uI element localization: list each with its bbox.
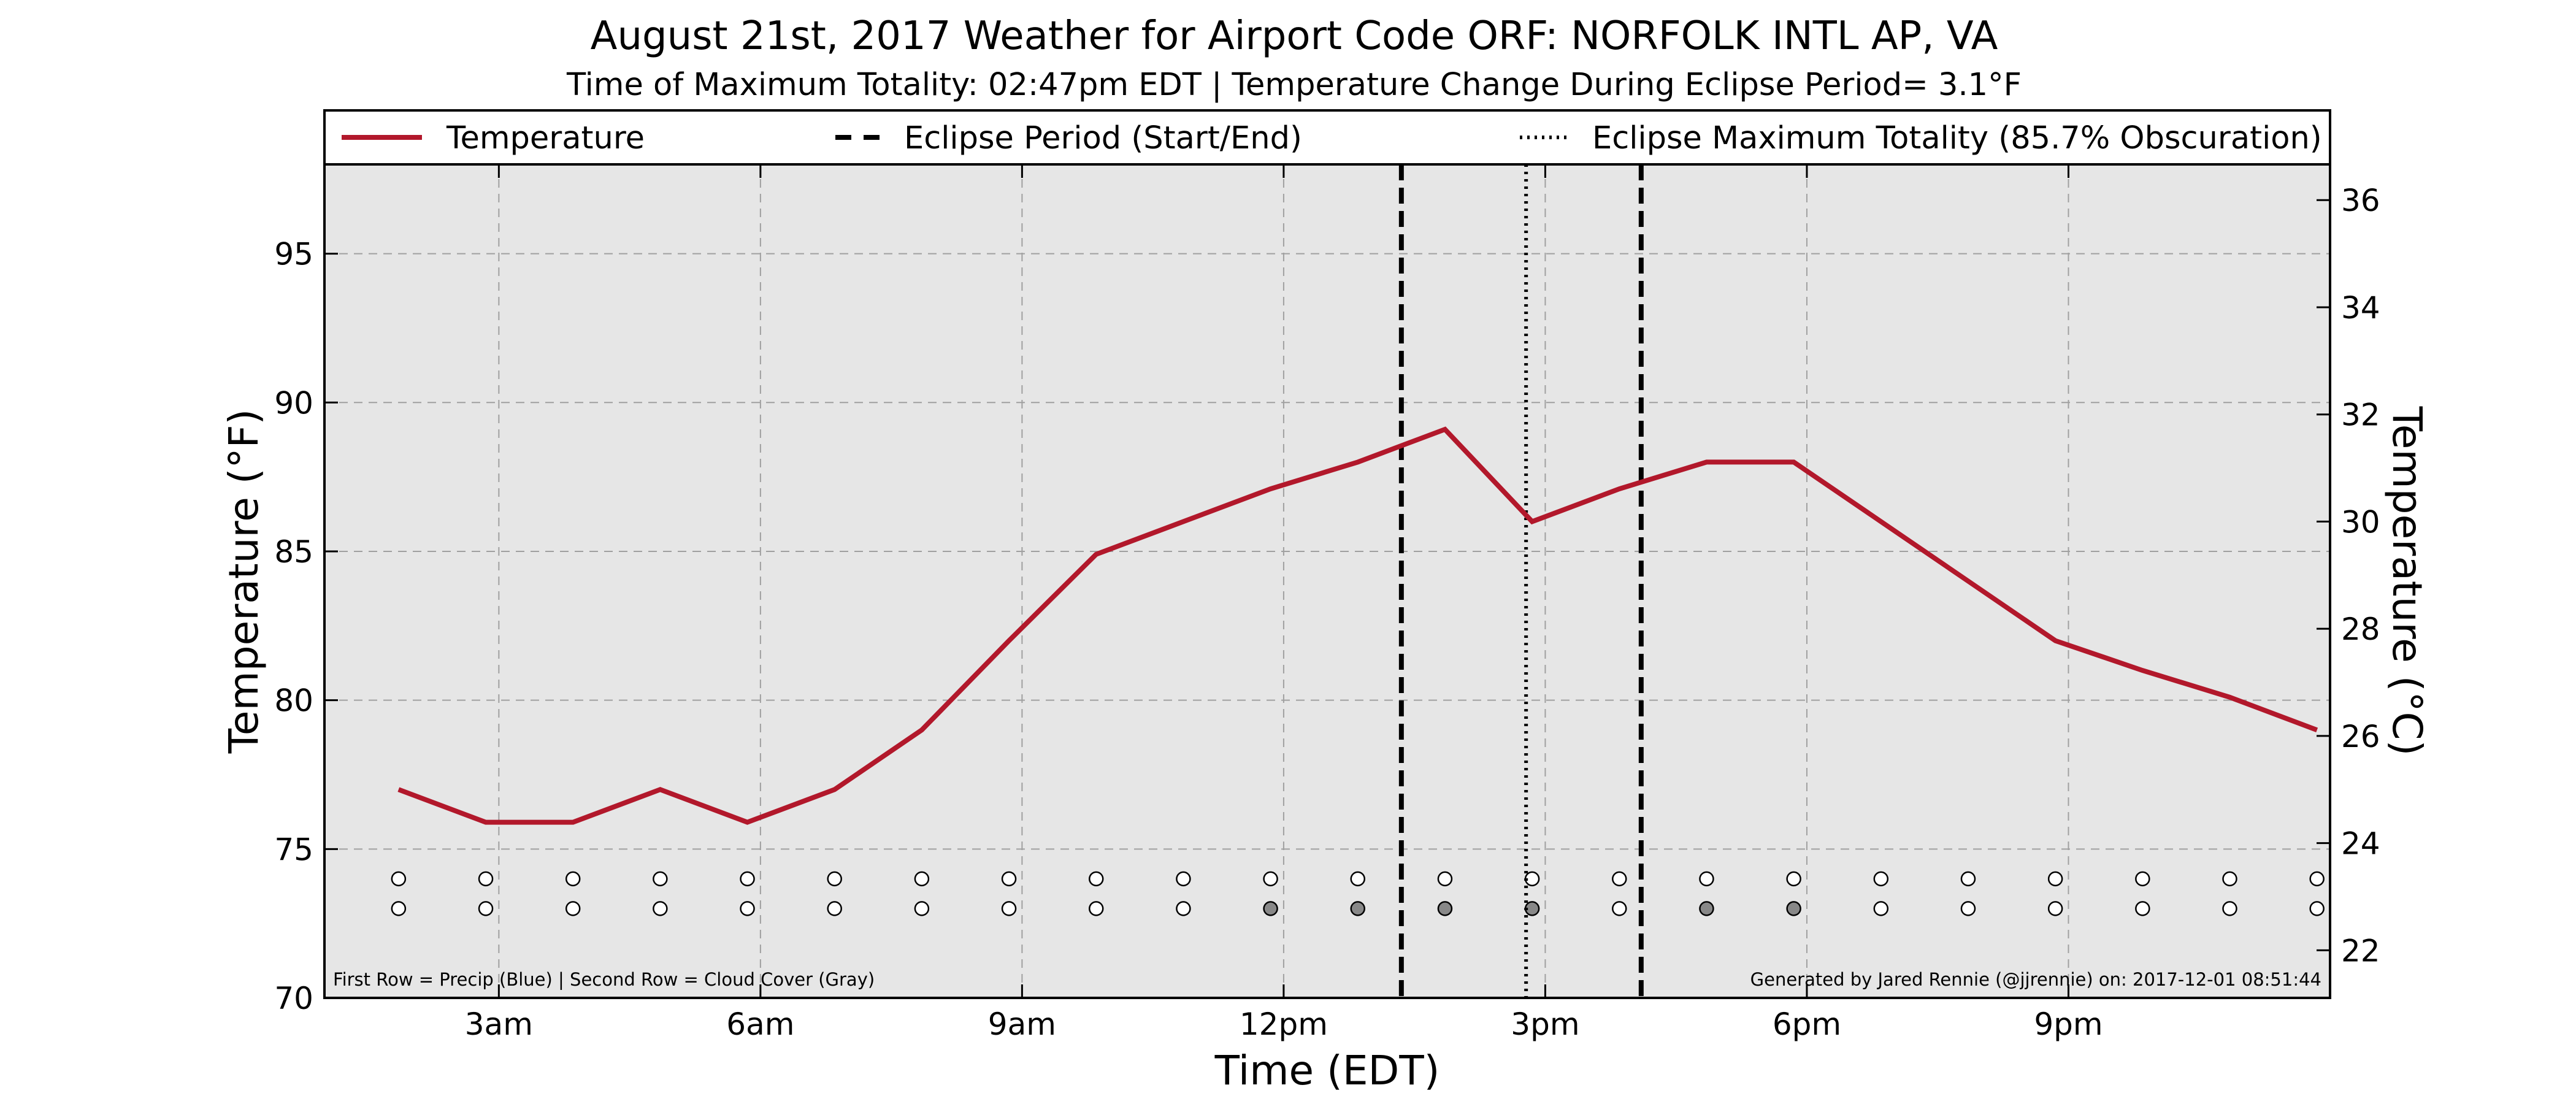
legend-label: Temperature xyxy=(446,120,645,156)
y-tick-label-right: 34 xyxy=(2341,290,2380,326)
x-axis-label: Time (EDT) xyxy=(1214,1047,1440,1094)
cloud-cover-marker xyxy=(1088,901,1104,916)
y-axis-label-right: Temperature (°C) xyxy=(2383,406,2431,756)
x-tick-label: 3am xyxy=(465,1006,533,1042)
precip-marker xyxy=(565,871,581,887)
plot-area xyxy=(323,163,2331,999)
cloud-cover-marker xyxy=(1176,901,1191,916)
cloud-cover-marker xyxy=(914,901,930,916)
precip-marker xyxy=(1350,871,1366,887)
x-axis: 3am 6am 9am 12pm 3pm 6pm 9pm xyxy=(465,164,2103,1042)
cloud-cover-marker xyxy=(2222,901,2237,916)
y-tick-label-left: 85 xyxy=(274,534,313,570)
x-tick-label: 6pm xyxy=(1773,1006,1841,1042)
cloud-cover-marker xyxy=(2135,901,2150,916)
cloud-cover-marker xyxy=(565,901,581,916)
precip-marker xyxy=(1873,871,1889,887)
cloud-cover-marker xyxy=(2047,901,2063,916)
cloud-cover-marker xyxy=(653,901,668,916)
cloud-cover-marker xyxy=(1263,901,1278,916)
precip-marker xyxy=(1176,871,1191,887)
y-tick-label-left: 95 xyxy=(274,237,313,272)
x-tick-label: 3pm xyxy=(1511,1006,1579,1042)
footnote-right: Generated by Jared Rennie (@jjrennie) on… xyxy=(1750,969,2321,990)
cloud-cover-marker xyxy=(740,901,755,916)
cloud-precip-markers xyxy=(391,871,2325,916)
legend: Temperature Eclipse Period (Start/End) Ecl… xyxy=(323,109,2331,166)
precip-marker xyxy=(1960,871,1976,887)
footnote-left: First Row = Precip (Blue) | Second Row =… xyxy=(333,969,875,990)
cloud-cover-marker xyxy=(1437,901,1453,916)
y-axis-label-left: Temperature (°F) xyxy=(220,409,267,754)
y-tick-label-right: 22 xyxy=(2341,933,2380,968)
precip-marker xyxy=(1786,871,1801,887)
legend-label: Eclipse Maximum Totality (85.7% Obscurat… xyxy=(1592,120,2322,156)
x-tick-label: 9pm xyxy=(2034,1006,2103,1042)
precip-marker xyxy=(2309,871,2325,887)
y-tick-label-left: 80 xyxy=(274,683,313,719)
x-tick-label: 6am xyxy=(726,1006,794,1042)
precip-marker xyxy=(1263,871,1278,887)
precip-marker xyxy=(391,871,407,887)
precip-marker xyxy=(1001,871,1017,887)
x-tick-label: 9am xyxy=(988,1006,1056,1042)
cloud-cover-marker xyxy=(1350,901,1366,916)
precip-marker xyxy=(740,871,755,887)
precip-marker xyxy=(1437,871,1453,887)
y-tick-label-right: 24 xyxy=(2341,826,2380,862)
cloud-cover-marker xyxy=(1612,901,1627,916)
cloud-cover-marker xyxy=(1001,901,1017,916)
cloud-cover-marker xyxy=(1699,901,1714,916)
chart-title: August 21st, 2017 Weather for Airport Co… xyxy=(591,13,1998,59)
cloud-cover-marker xyxy=(478,901,494,916)
y-tick-label-left: 90 xyxy=(274,385,313,421)
precip-marker xyxy=(1088,871,1104,887)
precip-marker xyxy=(2047,871,2063,887)
y-axis-right: 22 24 26 28 30 32 34 36 xyxy=(2317,183,2380,968)
series-layer xyxy=(397,426,2318,825)
cloud-cover-marker xyxy=(1873,901,1889,916)
y-tick-label-right: 30 xyxy=(2341,504,2380,540)
chart-subtitle: Time of Maximum Totality: 02:47pm EDT | … xyxy=(566,67,2022,103)
y-tick-label-right: 36 xyxy=(2341,183,2380,218)
y-tick-label-left: 75 xyxy=(274,832,313,867)
legend-label: Eclipse Period (Start/End) xyxy=(904,120,1302,156)
precip-marker xyxy=(1612,871,1627,887)
y-tick-label-right: 28 xyxy=(2341,611,2380,647)
temperature-line xyxy=(397,426,2318,825)
precip-marker xyxy=(2135,871,2150,887)
precip-marker xyxy=(1699,871,1714,887)
cloud-cover-marker xyxy=(1786,901,1801,916)
precip-marker xyxy=(478,871,494,887)
y-tick-label-right: 32 xyxy=(2341,397,2380,433)
precip-marker xyxy=(2222,871,2237,887)
plot-background xyxy=(324,164,2330,998)
grid-lines xyxy=(324,164,2330,999)
cloud-cover-marker xyxy=(391,901,407,916)
precip-marker xyxy=(914,871,930,887)
cloud-cover-marker xyxy=(2309,901,2325,916)
y-tick-label-right: 26 xyxy=(2341,719,2380,754)
precip-marker xyxy=(653,871,668,887)
y-axis-left: 70 75 80 85 90 95 xyxy=(274,237,338,1016)
y-tick-label-left: 70 xyxy=(274,981,313,1016)
cloud-cover-marker xyxy=(827,901,842,916)
legend-box xyxy=(323,109,2331,166)
precip-marker xyxy=(827,871,842,887)
x-tick-label: 12pm xyxy=(1240,1006,1328,1042)
cloud-cover-marker xyxy=(1960,901,1976,916)
